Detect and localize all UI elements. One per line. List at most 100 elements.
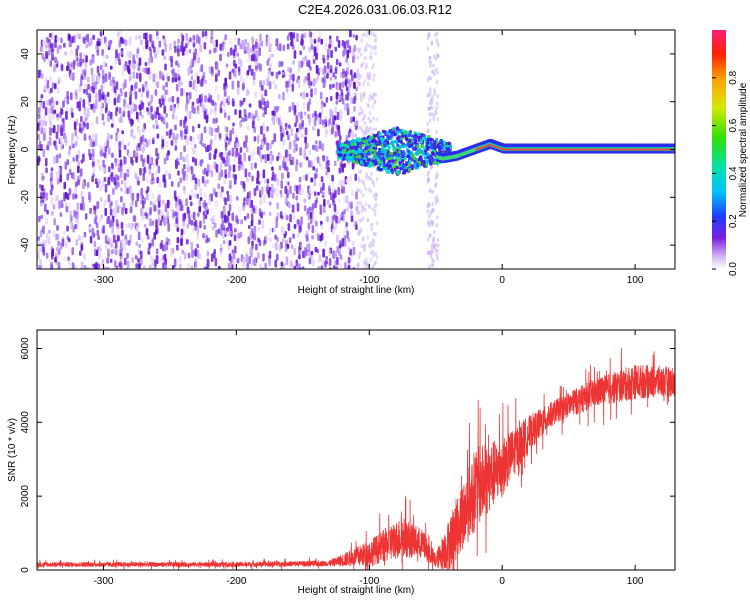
noise-cell: [145, 228, 149, 236]
track-core: [588, 148, 592, 151]
colorbar: 0.00.20.40.60.8 Normalized spectral ampl…: [712, 30, 749, 276]
noise-cell: [156, 46, 160, 55]
track-core: [574, 148, 578, 151]
noise-cell: [89, 235, 93, 244]
noise-cell: [215, 117, 218, 123]
noise-cell: [336, 92, 339, 97]
noise-cell: [210, 30, 214, 40]
noise-cell: [226, 194, 230, 202]
noise-cell: [270, 183, 274, 193]
noise-cell-faint: [371, 250, 375, 255]
track-core: [614, 148, 618, 151]
noise-cell: [116, 31, 120, 38]
track-core: [483, 145, 487, 148]
noise-cell: [237, 80, 240, 89]
noise-cell: [69, 39, 72, 48]
noise-cell: [119, 165, 123, 174]
noise-cell: [148, 242, 151, 251]
signal-cell: [428, 158, 432, 163]
noise-cell: [287, 66, 290, 72]
noise-cell-faint: [370, 171, 373, 176]
noise-cell: [159, 70, 162, 80]
noise-cell: [344, 103, 347, 111]
track-core: [625, 148, 629, 151]
noise-cell: [248, 224, 251, 230]
noise-cell: [129, 202, 132, 208]
signal-cell: [425, 159, 429, 164]
noise-cell: [84, 213, 88, 220]
noise-cell: [50, 184, 54, 191]
noise-cell: [98, 180, 101, 185]
noise-cell-faint: [364, 257, 368, 262]
noise-cell: [145, 177, 149, 183]
noise-cell: [164, 43, 167, 53]
noise-cell: [152, 73, 156, 83]
track-core: [528, 148, 532, 151]
track-core: [596, 148, 600, 151]
signal-cell: [426, 146, 430, 150]
signal-cell: [362, 136, 366, 141]
noise-cell: [185, 50, 189, 56]
noise-cell: [296, 202, 300, 212]
noise-cell: [113, 86, 117, 94]
noise-cell: [313, 47, 317, 53]
noise-cell: [180, 87, 183, 97]
signal-cell: [361, 143, 365, 148]
noise-cell: [225, 98, 229, 104]
noise-cell-faint: [359, 74, 362, 79]
noise-cell-faint: [374, 99, 377, 104]
noise-cell: [242, 181, 245, 189]
signal-cell: [411, 153, 415, 158]
noise-cell-faint: [374, 196, 377, 201]
noise-cell: [56, 225, 59, 231]
noise-cell: [116, 96, 120, 104]
noise-cell: [74, 266, 78, 269]
noise-cell: [266, 142, 269, 151]
noise-cell: [194, 158, 198, 166]
noise-cell: [128, 51, 132, 59]
noise-cell-faint: [374, 38, 378, 43]
noise-cell: [185, 198, 188, 207]
noise-cell: [278, 165, 282, 171]
noise-cell: [48, 229, 51, 234]
track-core: [555, 148, 559, 151]
noise-cell: [326, 61, 330, 69]
noise-cell: [124, 207, 128, 215]
noise-cell: [158, 98, 162, 105]
noise-cell-faint: [375, 255, 379, 260]
noise-cell: [185, 239, 189, 245]
noise-cell: [47, 58, 51, 65]
noise-cell: [79, 250, 82, 257]
noise-cell: [96, 49, 100, 56]
noise-cell: [189, 201, 193, 207]
noise-cell-faint: [372, 193, 376, 198]
signal-cell: [373, 139, 377, 143]
noise-cell: [89, 207, 92, 214]
noise-cell: [252, 205, 255, 212]
noise-cell: [95, 133, 99, 139]
noise-cell: [347, 237, 351, 243]
noise-cell: [115, 265, 119, 269]
noise-cell: [37, 251, 40, 261]
noise-cell: [46, 144, 49, 151]
noise-cell: [222, 96, 225, 104]
noise-cell-faint: [373, 73, 376, 78]
noise-cell: [235, 196, 239, 201]
noise-cell: [55, 154, 59, 164]
snr-series: [37, 348, 675, 570]
noise-cell: [165, 112, 169, 118]
noise-cell: [45, 44, 48, 49]
noise-cell: [271, 166, 274, 171]
noise-cell: [188, 110, 192, 120]
noise-cell: [75, 181, 78, 188]
y-tick-label: 6000: [20, 337, 31, 360]
noise-streak-cell: [433, 72, 436, 77]
track-core: [509, 148, 513, 151]
y-tick-label: 40: [20, 48, 31, 60]
noise-cell: [90, 122, 94, 127]
noise-streak-cell: [431, 202, 434, 207]
noise-cell: [165, 140, 168, 149]
noise-cell-faint: [360, 128, 364, 133]
noise-cell: [256, 146, 260, 155]
noise-cell: [92, 133, 95, 143]
